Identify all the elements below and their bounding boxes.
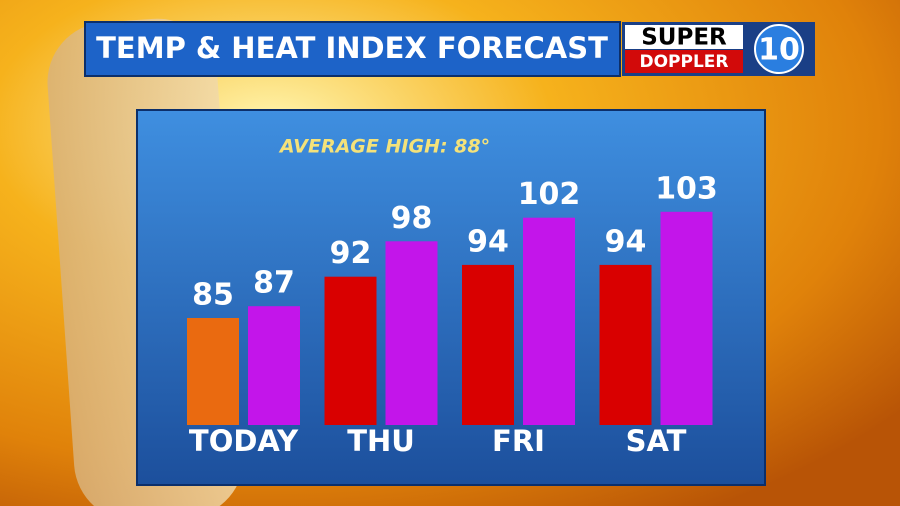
plot-panel [136,109,766,486]
x-tick-label: TODAY [189,424,299,458]
x-tick-label: THU [347,424,415,458]
value-label: 92 [330,236,372,271]
bar [385,241,438,425]
title-bar [84,21,621,77]
bar [523,217,575,425]
annotation: AVERAGE HIGH: 88° [278,136,490,158]
logo-number: 10 [758,33,800,68]
value-label: 94 [467,224,509,259]
logo-bottom [625,50,743,73]
bar [187,318,239,425]
value-label: 103 [655,171,718,206]
logo: SUPER DOPPLER 10 [622,22,815,76]
logo-line1: SUPER [641,25,727,51]
x-tick-label: FRI [492,424,545,458]
logo-top [625,25,743,49]
bar [324,276,377,425]
bar [599,264,652,425]
chart-title: TEMP & HEAT INDEX FORECAST [96,31,608,65]
bar [462,264,514,425]
value-label: 87 [253,266,295,301]
value-label: 98 [391,201,433,236]
bar [660,211,713,425]
value-label: 85 [192,278,234,313]
logo-line2: DOPPLER [639,52,728,72]
logo-circle [754,24,804,74]
bar [248,306,300,425]
value-label: 94 [605,224,647,259]
value-label: 102 [518,177,581,212]
x-tick-label: SAT [626,424,687,458]
